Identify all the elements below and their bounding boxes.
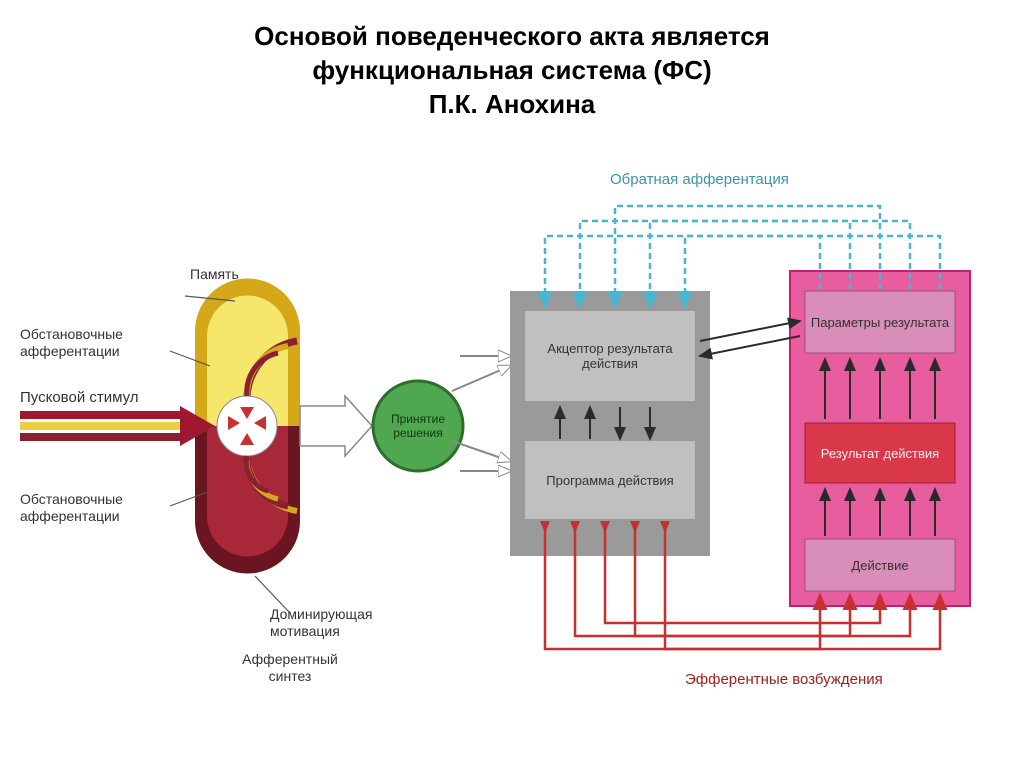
result-text: Результат действия	[805, 423, 955, 483]
acceptor-text: Акцептор результата действия	[525, 311, 695, 401]
afferent-synth-label: Афферентный синтез	[220, 651, 360, 685]
action-text: Действие	[805, 539, 955, 591]
efferent-label: Эфферентные возбуждения	[685, 671, 883, 689]
title-line1: Основой поведенческого акта является	[60, 20, 964, 54]
situational-top-label: Обстановочные афферентации	[20, 326, 170, 360]
sit-top-pointer	[170, 351, 210, 366]
trigger-label: Пусковой стимул	[20, 389, 139, 407]
feedback-label: Обратная афферентация	[610, 171, 789, 189]
capsule-shape	[195, 279, 300, 574]
diagram-area: Обратная афферентация Память Обстановочн…	[0, 141, 1024, 761]
memory-label: Память	[190, 266, 239, 283]
situational-bot-label: Обстановочные афферентации	[20, 491, 170, 525]
motivation-label: Доминирующая мотивация	[270, 606, 410, 640]
decision-text: Принятие решения	[378, 399, 458, 453]
program-text: Программа действия	[525, 441, 695, 519]
title-line2: функциональная система (ФС)	[60, 54, 964, 88]
title-line3: П.К. Анохина	[60, 88, 964, 122]
trigger-arrows	[20, 406, 215, 446]
sit-bot-pointer	[170, 491, 210, 506]
params-text: Параметры результата	[805, 291, 955, 353]
capsule-to-decision-arrow	[300, 396, 372, 456]
memory-pointer	[185, 296, 235, 301]
page-title: Основой поведенческого акта является фун…	[0, 0, 1024, 131]
